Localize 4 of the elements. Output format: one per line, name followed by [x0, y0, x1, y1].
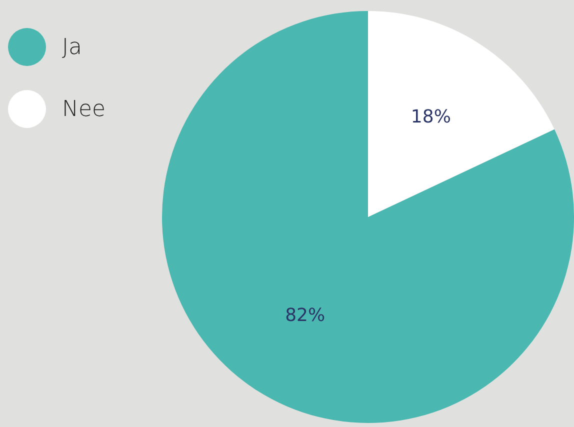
data-label: 18%	[410, 106, 451, 128]
legend-label: Nee	[62, 96, 106, 122]
legend-label: Ja	[62, 34, 82, 60]
data-label: 82%	[285, 304, 326, 326]
